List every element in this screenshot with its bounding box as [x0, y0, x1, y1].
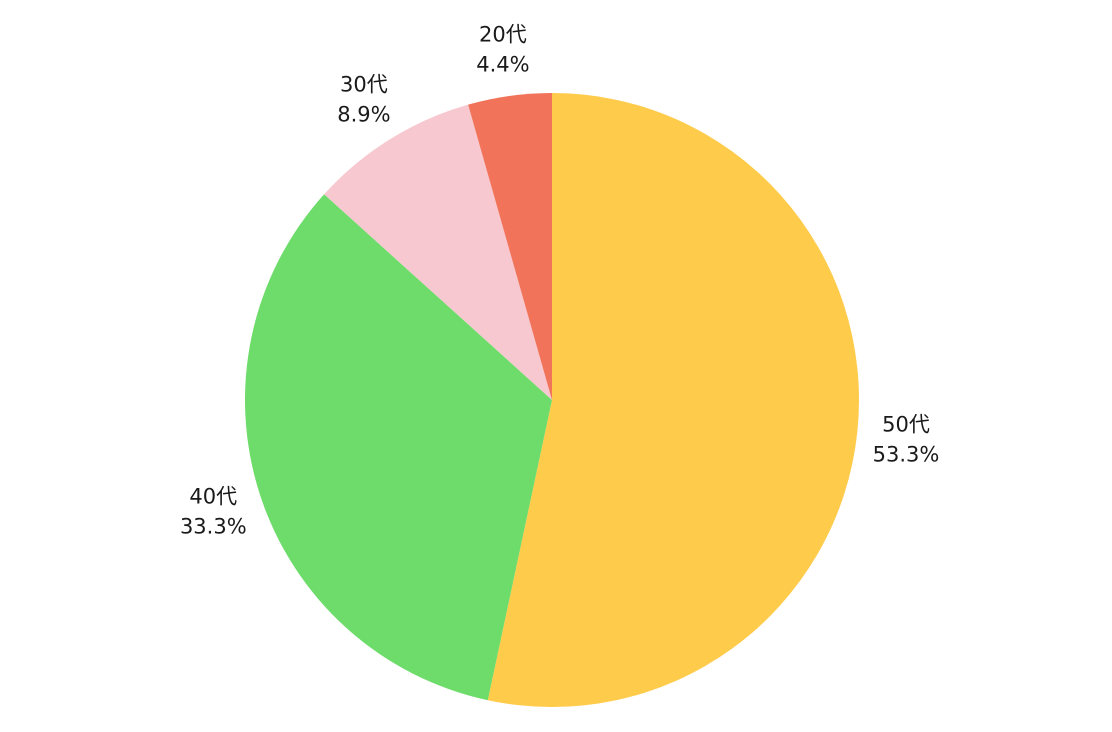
slice-percent-label: 4.4% [476, 52, 529, 76]
pie-labels: 50代 53.3% 40代 33.3% 30代 8.9% 20代 4.4% [180, 22, 939, 538]
slice-label-3: 20代 4.4% [476, 22, 529, 76]
slice-category-label: 40代 [189, 485, 237, 509]
slice-label-2: 30代 8.9% [337, 73, 390, 127]
slice-percent-label: 8.9% [337, 103, 390, 127]
slice-percent-label: 53.3% [873, 442, 940, 466]
slice-category-label: 20代 [479, 22, 527, 46]
pie-slice-1 [244, 194, 552, 701]
pie-slice-2 [324, 104, 552, 401]
slice-category-label: 50代 [882, 412, 930, 436]
pie-slices [244, 93, 859, 707]
slice-label-0: 50代 53.3% [873, 412, 940, 466]
pie-slice-0 [487, 93, 859, 707]
pie-slice-3 [468, 93, 552, 400]
slice-category-label: 30代 [340, 73, 388, 97]
slice-label-1: 40代 33.3% [180, 485, 247, 539]
slice-percent-label: 33.3% [180, 515, 247, 539]
